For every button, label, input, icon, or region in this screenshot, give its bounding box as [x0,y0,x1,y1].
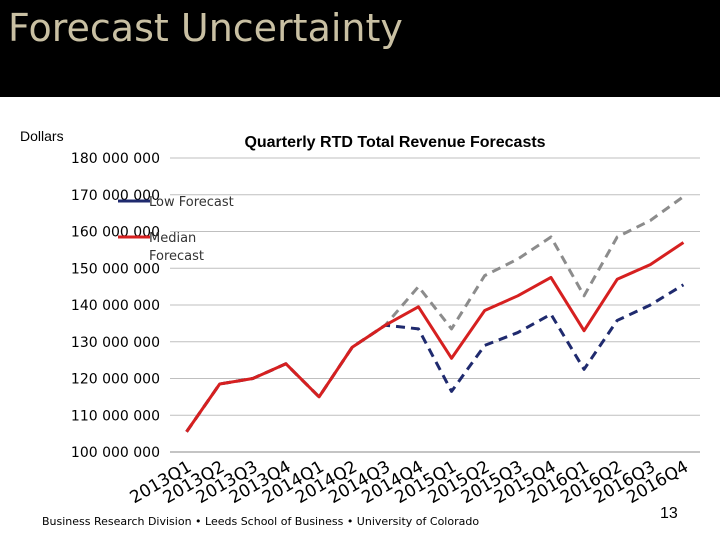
title-bar [0,0,720,97]
y-tick-label: 180 000 000 [71,151,160,167]
legend: Low Forecast Median Forecast [118,195,234,264]
y-tick-label: 150 000 000 [71,261,160,277]
x-axis: 2013Q12013Q22013Q32013Q42014Q12014Q22014… [127,451,700,508]
y-axis: 100 000 000 110 000 000 120 000 000 130 000… [71,151,160,461]
footer-text: Business Research Division • Leeds Schoo… [42,515,480,528]
y-tick-label: 130 000 000 [71,335,160,351]
y-tick-label: 140 000 000 [71,298,160,314]
legend-label-low: Low Forecast [149,195,234,210]
page-number: 13 [660,505,678,522]
series-line-median [185,241,685,433]
y-tick-label: 100 000 000 [71,445,160,461]
y-tick-label: 110 000 000 [71,408,160,424]
legend-label-median-line2: Forecast [149,249,204,264]
slide-title: Forecast Uncertainty [8,6,403,50]
gridlines [170,157,700,453]
y-axis-units-label: Dollars [20,128,64,144]
y-tick-label: 120 000 000 [71,372,160,388]
legend-label-median: Median [149,231,196,246]
series-lines [185,195,685,433]
chart-title: Quarterly RTD Total Revenue Forecasts [244,134,545,151]
